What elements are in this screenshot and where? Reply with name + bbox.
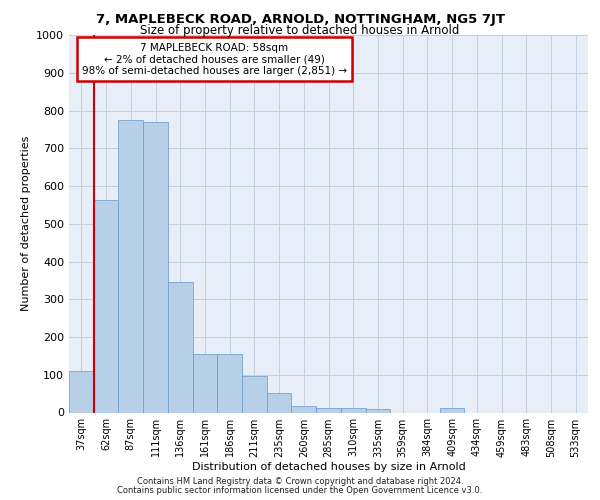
Bar bbox=[292, 406, 316, 412]
Bar bbox=[267, 393, 292, 412]
Bar bbox=[440, 408, 464, 412]
Text: 7, MAPLEBECK ROAD, ARNOLD, NOTTINGHAM, NG5 7JT: 7, MAPLEBECK ROAD, ARNOLD, NOTTINGHAM, N… bbox=[95, 12, 505, 26]
Bar bbox=[316, 408, 341, 412]
Text: Size of property relative to detached houses in Arnold: Size of property relative to detached ho… bbox=[140, 24, 460, 37]
Bar bbox=[94, 200, 118, 412]
Text: Contains HM Land Registry data © Crown copyright and database right 2024.: Contains HM Land Registry data © Crown c… bbox=[137, 477, 463, 486]
Bar bbox=[69, 371, 94, 412]
Text: Contains public sector information licensed under the Open Government Licence v3: Contains public sector information licen… bbox=[118, 486, 482, 495]
Text: 7 MAPLEBECK ROAD: 58sqm
← 2% of detached houses are smaller (49)
98% of semi-det: 7 MAPLEBECK ROAD: 58sqm ← 2% of detached… bbox=[82, 42, 347, 76]
Bar bbox=[118, 120, 143, 412]
Bar bbox=[168, 282, 193, 412]
Bar bbox=[193, 354, 217, 412]
Y-axis label: Number of detached properties: Number of detached properties bbox=[20, 136, 31, 312]
X-axis label: Distribution of detached houses by size in Arnold: Distribution of detached houses by size … bbox=[191, 462, 466, 472]
Bar bbox=[365, 410, 390, 412]
Bar bbox=[242, 376, 267, 412]
Bar bbox=[143, 122, 168, 412]
Bar bbox=[341, 408, 365, 412]
Bar bbox=[217, 354, 242, 412]
